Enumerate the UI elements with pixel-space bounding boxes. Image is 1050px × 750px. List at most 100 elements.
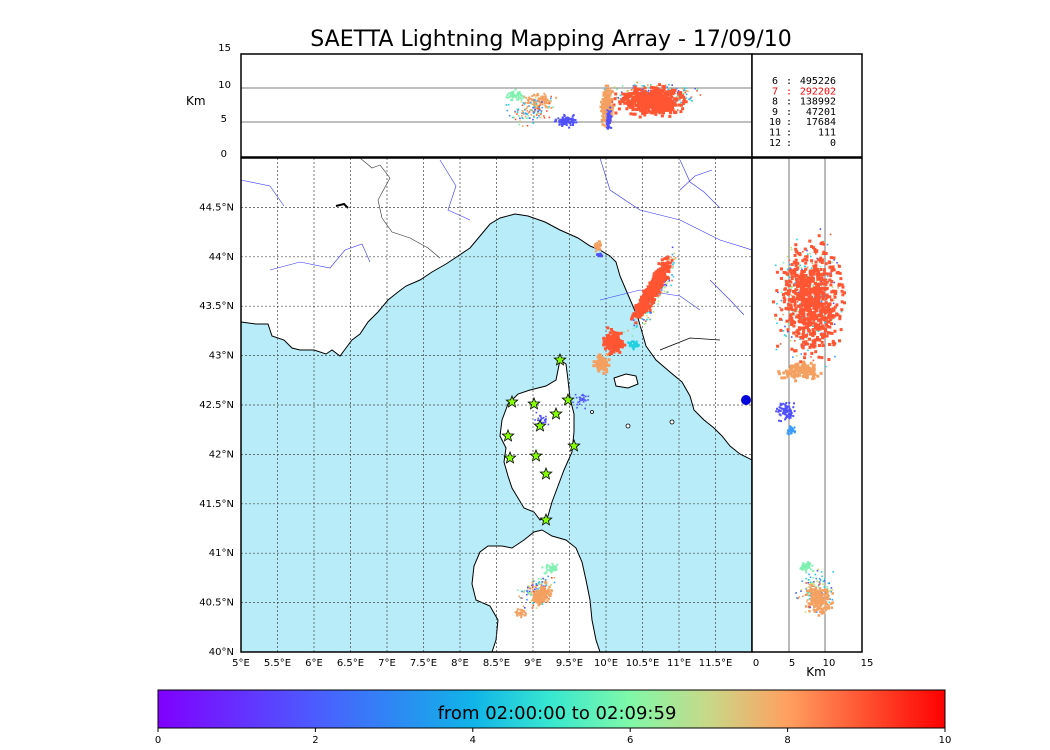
top-y-tick: 5 — [221, 114, 227, 125]
colorbar-gradient — [157, 689, 946, 729]
station-star-icon — [533, 418, 547, 432]
country-border — [359, 158, 381, 169]
colorbar-label: from 02:00:00 to 02:09:59 — [438, 703, 677, 724]
elba-island — [613, 373, 639, 389]
mainland-coast — [241, 158, 752, 461]
station-star-icon — [539, 466, 553, 480]
right-x-tick: 0 — [753, 658, 759, 669]
small-island — [590, 410, 594, 414]
colorbar-tick-label: 10 — [939, 735, 952, 746]
map-panel: 5°E 5.5°E 6°E 6.5°E 7°E 7.5°E 8°E 8.5°E 9°E 9.5°E… — [199, 157, 753, 669]
right-source-scatter — [772, 228, 846, 617]
longitude-label: 5.5°E — [264, 658, 291, 669]
country-border — [377, 164, 441, 259]
colorbar-tick-label: 4 — [470, 735, 476, 746]
river — [679, 159, 721, 209]
station-count-value: 17684 — [806, 117, 836, 128]
station-star-icon — [539, 512, 553, 526]
station-count-separator: : — [786, 117, 792, 128]
right-x-tick: 15 — [861, 658, 874, 669]
lake — [335, 202, 349, 209]
latitude-label: 43.5°N — [199, 301, 234, 312]
longitude-label: 7.5°E — [410, 658, 437, 669]
station-count-separator: : — [786, 97, 792, 108]
top-y-tick: 10 — [218, 80, 231, 91]
longitude-label: 5°E — [232, 658, 250, 669]
latitude-label: 41°N — [209, 548, 234, 559]
station-star-icon — [567, 438, 581, 452]
river — [709, 279, 745, 316]
station-count-separator: : — [786, 128, 792, 139]
station-count-stations: 11 — [769, 128, 781, 139]
top-source-scatter — [505, 81, 702, 130]
longitude-label: 7°E — [378, 658, 396, 669]
small-island — [625, 423, 631, 429]
river — [241, 179, 285, 207]
river — [439, 159, 471, 221]
top-y-tick: 0 — [221, 149, 227, 160]
station-count-value: 111 — [818, 128, 836, 139]
longitude-label: 6.5°E — [337, 658, 364, 669]
river — [269, 243, 371, 271]
station-count-separator: : — [786, 138, 792, 149]
longitude-label: 9.5°E — [556, 658, 583, 669]
right-x-unit: Km — [806, 665, 826, 679]
station-star-icon — [553, 352, 567, 366]
station-count-value: 47201 — [806, 107, 836, 118]
colorbar-tick-label: 2 — [312, 735, 318, 746]
station-count-value: 495226 — [800, 76, 836, 87]
top-altitude-panel: 15 10 5 0 Km — [186, 43, 753, 160]
corsica-island — [499, 359, 575, 521]
station-count-stations: 9 — [772, 107, 778, 118]
longitude-label: 8.5°E — [483, 658, 510, 669]
colorbar: from 02:00:00 to 02:09:59 0 2 4 6 8 10 — [155, 689, 952, 746]
station-star-icon — [549, 406, 563, 420]
chart-title: SAETTA Lightning Mapping Array - 17/09/1… — [310, 27, 791, 52]
right-x-tick: 10 — [823, 658, 836, 669]
longitude-label: 8°E — [451, 658, 469, 669]
latitude-label: 41.5°N — [199, 499, 234, 510]
longitude-label: 10.5°E — [626, 658, 660, 669]
latitude-label: 40.5°N — [199, 598, 234, 609]
top-y-unit: Km — [186, 94, 206, 108]
station-count-stations: 6 — [772, 76, 778, 87]
station-markers — [501, 352, 581, 526]
longitude-label: 11°E — [667, 658, 691, 669]
longitude-label: 9°E — [524, 658, 542, 669]
station-count-value: 0 — [830, 138, 836, 149]
longitude-label: 6°E — [305, 658, 323, 669]
station-count-separator: : — [786, 86, 792, 97]
station-star-icon — [529, 448, 543, 462]
station-count-stations: 10 — [769, 117, 781, 128]
station-count-table: 6:4952267:2922028:1389929:4720110:176841… — [769, 76, 836, 149]
station-count-stations: 8 — [772, 97, 778, 108]
station-star-icon — [501, 428, 515, 442]
colorbar-tick-label: 6 — [627, 735, 633, 746]
river — [599, 158, 752, 251]
latitude-label: 44.5°N — [199, 202, 234, 213]
longitude-label: 11.5°E — [699, 658, 733, 669]
latitude-label: 44°N — [209, 252, 234, 263]
latitude-label: 40°N — [209, 647, 234, 658]
right-x-tick: 5 — [789, 658, 795, 669]
right-altitude-panel: 0 5 10 15 Km — [751, 157, 874, 679]
station-count-value: 138992 — [800, 97, 836, 108]
station-count-panel: 6:4952267:2922028:1389929:4720110:176841… — [751, 53, 863, 158]
latitude-label: 42°N — [209, 449, 234, 460]
station-star-icon — [561, 392, 575, 406]
station-star-icon — [505, 394, 519, 408]
latitude-labels: 40°N 40.5°N 41°N 41.5°N 42°N 42.5°N 43°N 43.5°N… — [199, 202, 234, 658]
longitude-labels: 5°E 5.5°E 6°E 6.5°E 7°E 7.5°E 8°E 8.5°E 9°E 9.5°E… — [232, 658, 732, 669]
station-count-separator: : — [786, 76, 792, 87]
colorbar-ticks: 0 2 4 6 8 10 — [155, 728, 952, 746]
country-border — [659, 337, 721, 351]
station-star-icon — [527, 396, 541, 410]
station-marker-offmap — [741, 395, 751, 405]
river — [679, 169, 713, 191]
latitude-label: 43°N — [209, 351, 234, 362]
station-star-icon — [503, 450, 517, 464]
map-graticule — [241, 158, 752, 652]
station-count-separator: : — [786, 107, 792, 118]
map-source-scatter — [514, 240, 677, 619]
latitude-label: 42.5°N — [199, 400, 234, 411]
